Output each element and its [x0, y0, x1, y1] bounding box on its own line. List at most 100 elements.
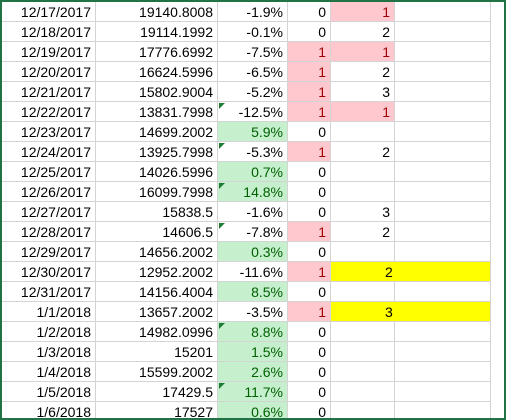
cell: 3 — [331, 82, 395, 102]
error-indicator — [219, 223, 225, 229]
cell — [395, 282, 491, 302]
cell — [331, 382, 395, 402]
cell: 15201 — [96, 342, 218, 362]
cell: 1 — [288, 142, 331, 162]
cell: 0 — [288, 162, 331, 182]
cell: 12/29/2017 — [2, 242, 96, 262]
cell: 17527 — [96, 402, 218, 418]
cell: 17429.5 — [96, 382, 218, 402]
cell: 8.5% — [218, 282, 288, 302]
cell — [395, 122, 491, 142]
cell — [395, 82, 491, 102]
error-indicator — [219, 143, 225, 149]
cell: 19140.8008 — [96, 2, 218, 22]
cell: 12/24/2017 — [2, 142, 96, 162]
cell: 1 — [288, 42, 331, 62]
cell: 14656.2002 — [96, 242, 218, 262]
cell: -5.2% — [218, 82, 288, 102]
cell: 0.7% — [218, 162, 288, 182]
cell: 3 — [331, 302, 491, 322]
cell: 1/5/2018 — [2, 382, 96, 402]
cell: 2.6% — [218, 362, 288, 382]
cell: 2 — [331, 62, 395, 82]
cell: 0.3% — [218, 242, 288, 262]
cell: 16099.7998 — [96, 182, 218, 202]
cell: 0 — [288, 322, 331, 342]
cell: 0 — [288, 202, 331, 222]
cell — [331, 242, 395, 262]
cell: 1 — [288, 102, 331, 122]
cell: -5.3% — [218, 142, 288, 162]
cell — [395, 42, 491, 62]
cell: 0 — [288, 22, 331, 42]
cell: 1 — [288, 222, 331, 242]
cell — [395, 342, 491, 362]
cell: 0 — [288, 382, 331, 402]
cell — [395, 382, 491, 402]
cell — [331, 322, 395, 342]
cell: 12/21/2017 — [2, 82, 96, 102]
cell: 0 — [288, 282, 331, 302]
cell: 19114.1992 — [96, 22, 218, 42]
cell: 13831.7998 — [96, 102, 218, 122]
cell — [395, 402, 491, 418]
cell — [395, 62, 491, 82]
cell: 1/3/2018 — [2, 342, 96, 362]
cell: 14982.0996 — [96, 322, 218, 342]
cell — [395, 22, 491, 42]
cell: 12/22/2017 — [2, 102, 96, 122]
cell: 1 — [331, 102, 395, 122]
cell: 15838.5 — [96, 202, 218, 222]
cell: -7.5% — [218, 42, 288, 62]
cell: 12/18/2017 — [2, 22, 96, 42]
cell: 1 — [288, 82, 331, 102]
cell: 0 — [288, 122, 331, 142]
cell: -7.8% — [218, 222, 288, 242]
cell — [331, 182, 395, 202]
cell: 15599.2002 — [96, 362, 218, 382]
cell: 2 — [331, 22, 395, 42]
cell: -6.5% — [218, 62, 288, 82]
cell: 14699.2002 — [96, 122, 218, 142]
cell: 1 — [288, 62, 331, 82]
cell: 0.6% — [218, 402, 288, 418]
cell — [395, 222, 491, 242]
cell: 14606.5 — [96, 222, 218, 242]
cell: 1/4/2018 — [2, 362, 96, 382]
cell: 1 — [288, 302, 331, 322]
cell — [395, 362, 491, 382]
cell: 0 — [288, 342, 331, 362]
error-indicator — [219, 103, 225, 109]
cell — [331, 282, 395, 302]
cell: 16624.5996 — [96, 62, 218, 82]
cell: -0.1% — [218, 22, 288, 42]
cell: 12/28/2017 — [2, 222, 96, 242]
cell — [331, 162, 395, 182]
cell: 1/2/2018 — [2, 322, 96, 342]
cell: 13925.7998 — [96, 142, 218, 162]
cell: 5.9% — [218, 122, 288, 142]
error-indicator — [219, 323, 225, 329]
cell: 1 — [288, 262, 331, 282]
cell: -3.5% — [218, 302, 288, 322]
cell — [395, 322, 491, 342]
cell: 12/19/2017 — [2, 42, 96, 62]
cell — [395, 182, 491, 202]
cell: 1.5% — [218, 342, 288, 362]
cell — [395, 102, 491, 122]
cell: 11.7% — [218, 382, 288, 402]
cell: 0 — [288, 362, 331, 382]
cell: 12/26/2017 — [2, 182, 96, 202]
cell: 12/23/2017 — [2, 122, 96, 142]
cell: 1/6/2018 — [2, 402, 96, 418]
cell: 12/27/2017 — [2, 202, 96, 222]
cell — [395, 202, 491, 222]
cell: 13657.2002 — [96, 302, 218, 322]
cell: 2 — [331, 222, 395, 242]
cell: 0 — [288, 182, 331, 202]
error-indicator — [219, 183, 225, 189]
cell: 12/20/2017 — [2, 62, 96, 82]
cell: 12/17/2017 — [2, 2, 96, 22]
cell: 12952.2002 — [96, 262, 218, 282]
cell: 1 — [331, 2, 395, 22]
